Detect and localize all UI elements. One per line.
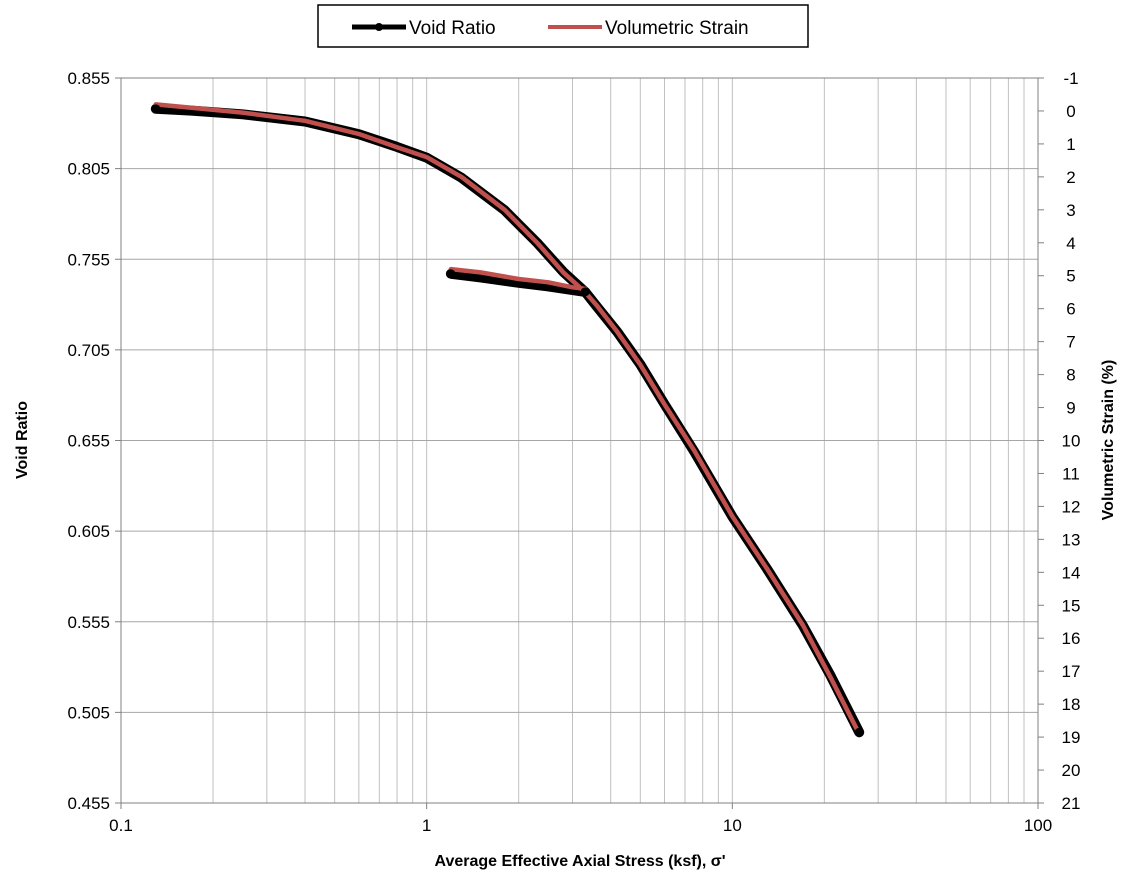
y2-tick-label: 3 [1066, 201, 1075, 220]
y-tick-label: 0.755 [67, 250, 110, 269]
y-tick-label: 0.805 [67, 160, 110, 179]
y2-tick-label: 13 [1062, 530, 1081, 549]
legend-volumetric-strain-label: Volumetric Strain [605, 18, 749, 39]
y2-tick-label: 11 [1062, 464, 1080, 483]
y2-tick-label: 20 [1062, 761, 1081, 780]
y2-tick-label: 12 [1062, 497, 1081, 516]
void-ratio-point [580, 287, 590, 297]
y-tick-label: 0.705 [67, 341, 110, 360]
y-axis-title: Void Ratio [14, 401, 31, 479]
y-tick-label: 0.855 [67, 69, 110, 88]
void-ratio-point [151, 104, 161, 114]
y2-tick-label: -1 [1063, 69, 1078, 88]
y2-tick-label: 7 [1066, 333, 1075, 352]
y2-tick-label: 1 [1066, 135, 1075, 154]
y-tick-label: 0.655 [67, 432, 110, 451]
y2-tick-label: 2 [1066, 168, 1075, 187]
x-tick-label: 1 [422, 816, 431, 835]
void-ratio-unload-line [445, 268, 591, 297]
volumetric-strain-unload-line [448, 266, 588, 292]
x-tick-label: 10 [723, 816, 742, 835]
data-series [150, 102, 865, 738]
y2-tick-label: 0 [1066, 102, 1075, 121]
x-tick-label: 0.1 [109, 816, 133, 835]
x-axis-title: Average Effective Axial Stress (ksf), σ' [434, 853, 725, 870]
legend-void-ratio-label: Void Ratio [409, 18, 496, 39]
axis-ticks [115, 77, 1044, 809]
legend: Void Ratio Volumetric Strain [317, 4, 809, 48]
y-tick-label: 0.555 [67, 613, 110, 632]
y2-tick-label: 10 [1062, 432, 1081, 451]
tick-labels: 0.1 1 10 1000.8550.8050.7550.7050.6550.6050… [67, 69, 1080, 835]
x-tick-label: 100 [1024, 816, 1052, 835]
y-tick-label: 0.605 [67, 522, 110, 541]
volumetric-strain-line [153, 102, 862, 737]
y2-tick-label: 4 [1066, 234, 1075, 253]
y2-tick-label: 17 [1062, 662, 1081, 681]
y-tick-label: 0.455 [67, 794, 110, 813]
y2-tick-label: 15 [1062, 596, 1081, 615]
y2-tick-label: 19 [1062, 728, 1081, 747]
y2-tick-label: 18 [1062, 695, 1081, 714]
y2-axis-title: Volumetric Strain (%) [1100, 360, 1117, 521]
y2-tick-label: 8 [1066, 366, 1075, 385]
void-ratio-point [446, 269, 456, 279]
y2-tick-label: 16 [1062, 629, 1081, 648]
y2-tick-label: 6 [1066, 300, 1075, 319]
legend-void-ratio-marker [375, 23, 383, 31]
y2-tick-label: 9 [1066, 399, 1075, 418]
y2-tick-label: 21 [1062, 794, 1081, 813]
y2-tick-label: 14 [1062, 563, 1081, 582]
y2-tick-label: 5 [1066, 267, 1075, 286]
y-tick-label: 0.505 [67, 703, 110, 722]
void-ratio-point [854, 727, 864, 737]
